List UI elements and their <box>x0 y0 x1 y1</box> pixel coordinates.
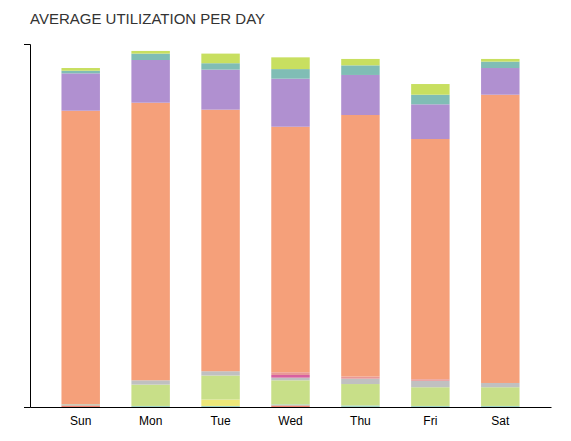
series <box>271 375 309 378</box>
bar-segment <box>271 372 309 375</box>
bar-segment <box>131 407 169 408</box>
bar-segment <box>481 383 519 387</box>
bar-segment <box>271 57 309 69</box>
series <box>61 404 519 407</box>
bar-segment <box>411 84 449 95</box>
bar-segment <box>481 59 519 62</box>
bar-segment <box>131 406 169 407</box>
tick: Wed <box>278 414 302 428</box>
bar-segment <box>201 63 239 69</box>
bar-segment <box>481 407 519 408</box>
bar-segment <box>411 104 449 139</box>
series <box>61 51 519 95</box>
bar-segment <box>341 405 379 407</box>
tick: Mon <box>139 414 162 428</box>
series <box>131 376 519 406</box>
bar-segment <box>341 115 379 377</box>
bar-segment <box>481 62 519 68</box>
tick-label: Fri <box>423 414 437 428</box>
chart: AVERAGE UTILIZATION PER DAY Sun Mon Tue Wed T… <box>0 0 571 441</box>
bar-segment <box>411 407 449 408</box>
bar-segment <box>481 95 519 383</box>
series <box>131 371 519 387</box>
series <box>61 405 309 407</box>
bar-segment <box>271 375 309 378</box>
tick: Fri <box>423 414 437 428</box>
tick-label: Wed <box>278 414 302 428</box>
bar-segment <box>131 103 169 381</box>
bar-segment <box>131 60 169 103</box>
bar-segment <box>271 69 309 79</box>
bar-segment <box>61 405 99 407</box>
bar-segment <box>481 387 519 406</box>
bar-segment <box>481 406 519 407</box>
bar-segment <box>61 111 99 405</box>
bar-segment <box>411 387 449 406</box>
series <box>201 400 239 406</box>
bar-segment <box>201 54 239 64</box>
bar-segment <box>341 384 379 405</box>
bar-segment <box>131 385 169 406</box>
bar-segment <box>271 79 309 127</box>
bars <box>61 51 519 407</box>
series <box>61 60 519 139</box>
series <box>61 54 519 105</box>
tick-label: Thu <box>350 414 371 428</box>
tick: Tue <box>210 414 231 428</box>
tick-label: Sat <box>491 414 510 428</box>
tick-label: Mon <box>139 414 162 428</box>
y-axis <box>24 45 31 408</box>
bar-segment <box>411 381 449 387</box>
bar-segment <box>201 400 239 406</box>
bar-segment <box>271 380 309 404</box>
bar-segment <box>201 406 239 407</box>
bar-segment <box>61 68 99 71</box>
bar-segment <box>341 377 379 379</box>
bar-segment <box>341 75 379 115</box>
bar-segment <box>201 70 239 110</box>
x-axis: Sun Mon Tue Wed Thu Fri Sat <box>31 408 552 428</box>
bar-segment <box>341 65 379 75</box>
bar-segment <box>271 405 309 407</box>
axis-line <box>24 45 31 408</box>
tick-label: Sun <box>70 414 91 428</box>
bar-segment <box>131 380 169 384</box>
bar-segment <box>481 68 519 95</box>
title: AVERAGE UTILIZATION PER DAY <box>30 10 265 27</box>
plot: Sun Mon Tue Wed Thu Fri Sat <box>24 45 552 428</box>
bar-segment <box>201 110 239 372</box>
bar-segment <box>271 404 309 405</box>
bar-segment <box>341 379 379 384</box>
bar-segment <box>131 54 169 60</box>
bar-segment <box>201 371 239 375</box>
series <box>61 95 519 405</box>
bar-segment <box>411 95 449 105</box>
bar-segment <box>201 376 239 400</box>
bar-segment <box>411 139 449 379</box>
tick: Thu <box>350 414 371 428</box>
bar-segment <box>411 406 449 407</box>
bar-segment <box>201 407 239 408</box>
bar-segment <box>61 73 99 110</box>
bar-segment <box>341 59 379 65</box>
bar-segment <box>61 404 99 405</box>
tick: Sun <box>70 414 91 428</box>
bar-segment <box>271 378 309 381</box>
bar-segment <box>411 379 449 381</box>
bar-segment <box>131 51 169 54</box>
axis-line <box>31 407 552 408</box>
bar-segment <box>271 127 309 373</box>
tick-label: Tue <box>210 414 231 428</box>
tick: Sat <box>491 414 510 428</box>
bar-segment <box>61 71 99 74</box>
